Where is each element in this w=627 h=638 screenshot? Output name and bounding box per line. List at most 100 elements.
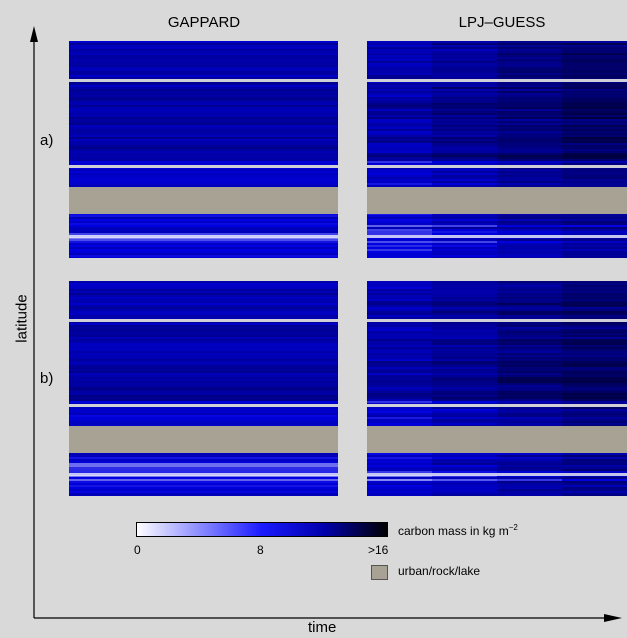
heatmap-cell <box>562 177 627 179</box>
heatmap-cell <box>497 401 563 403</box>
heatmap-cell <box>367 87 433 89</box>
heatmap-cell <box>367 55 433 57</box>
heatmap-cell <box>69 145 338 147</box>
heatmap-cell <box>497 395 563 397</box>
heatmap-cell <box>497 133 563 135</box>
heatmap-cell <box>432 249 498 251</box>
heatmap-cell <box>69 419 338 421</box>
heatmap-cell <box>562 407 627 409</box>
heatmap-cell <box>69 171 338 173</box>
heatmap-cell <box>562 393 627 395</box>
heatmap-cell <box>497 377 563 379</box>
heatmap-cell <box>432 395 498 397</box>
heatmap-cell <box>432 467 498 469</box>
heatmap-cell <box>432 109 498 111</box>
heatmap-cell <box>432 253 498 255</box>
heatmap-cell <box>562 139 627 141</box>
separator-line <box>69 404 338 407</box>
heatmap-cell <box>69 249 338 251</box>
heatmap-cell <box>497 357 563 359</box>
heatmap-cell <box>562 333 627 335</box>
colorbar-tick-8: 8 <box>257 543 264 557</box>
heatmap-cell <box>497 221 563 223</box>
heatmap-cell <box>497 83 563 85</box>
heatmap-cell <box>562 481 627 483</box>
heatmap-cell <box>69 63 338 65</box>
heatmap-cell <box>69 221 338 223</box>
heatmap-cell <box>432 469 498 471</box>
heatmap-cell <box>69 227 338 229</box>
heatmap-cell <box>367 297 433 299</box>
heatmap-cell <box>367 333 433 335</box>
heatmap-cell <box>562 361 627 363</box>
heatmap-cell <box>367 323 433 325</box>
heatmap-cell <box>562 365 627 367</box>
heatmap-cell <box>69 109 338 111</box>
heatmap-cell <box>432 141 498 143</box>
heatmap-cell <box>562 103 627 105</box>
heatmap-cell <box>69 41 338 43</box>
bright-stripe <box>367 235 627 238</box>
heatmap-cell <box>432 333 498 335</box>
heatmap-cell <box>69 185 338 187</box>
heatmap-cell <box>497 465 563 467</box>
heatmap-cell <box>432 251 498 253</box>
heatmap-cell <box>69 325 338 327</box>
heatmap-cell <box>69 455 338 457</box>
heatmap-cell <box>562 315 627 317</box>
heatmap-cell <box>367 299 433 301</box>
heatmap-cell <box>497 175 563 177</box>
heatmap-cell <box>367 135 433 137</box>
x-axis-label: time <box>308 619 336 636</box>
heatmap-cell <box>367 123 433 125</box>
heatmap-cell <box>69 393 338 395</box>
heatmap-cell <box>69 123 338 125</box>
heatmap-cell <box>367 455 433 457</box>
heatmap-cell <box>432 159 498 161</box>
heatmap-cell <box>432 231 498 233</box>
heatmap-cell <box>562 41 627 43</box>
heatmap-cell <box>432 353 498 355</box>
heatmap-cell <box>497 63 563 65</box>
heatmap-cell <box>69 355 338 357</box>
heatmap-cell <box>69 391 338 393</box>
heatmap-cell <box>69 389 338 391</box>
heatmap-cell <box>432 345 498 347</box>
heatmap-cell <box>562 55 627 57</box>
heatmap-cell <box>497 477 563 479</box>
heatmap-cell <box>497 469 563 471</box>
heatmap-cell <box>367 113 433 115</box>
heatmap-cell <box>432 489 498 491</box>
heatmap-cell <box>367 75 433 77</box>
heatmap-cell <box>432 139 498 141</box>
heatmap-cell <box>497 301 563 303</box>
heatmap-cell <box>432 307 498 309</box>
heatmap-cell <box>562 363 627 365</box>
y-axis-arrow <box>30 26 38 42</box>
heatmap-cell <box>432 457 498 459</box>
heatmap-cell <box>69 217 338 219</box>
heatmap-cell <box>497 107 563 109</box>
heatmap-cell <box>497 51 563 53</box>
heatmap-cell <box>69 59 338 61</box>
heatmap-cell <box>562 317 627 319</box>
heatmap-cell <box>367 367 433 369</box>
heatmap-cell <box>562 215 627 217</box>
heatmap-cell <box>432 391 498 393</box>
heatmap-cell <box>432 239 498 241</box>
heatmap-cell <box>69 335 338 337</box>
heatmap-cell <box>497 489 563 491</box>
heatmap-cell <box>367 147 433 149</box>
heatmap-cell <box>562 47 627 49</box>
heatmap-cell <box>367 173 433 175</box>
heatmap-cell <box>69 397 338 399</box>
heatmap-cell <box>562 471 627 473</box>
heatmap-cell <box>69 121 338 123</box>
heatmap-cell <box>432 347 498 349</box>
heatmap-cell <box>497 229 563 231</box>
heatmap-cell <box>367 345 433 347</box>
heatmap-cell <box>562 239 627 241</box>
heatmap-cell <box>562 245 627 247</box>
heatmap-cell <box>367 397 433 399</box>
heatmap-cell <box>367 157 433 159</box>
